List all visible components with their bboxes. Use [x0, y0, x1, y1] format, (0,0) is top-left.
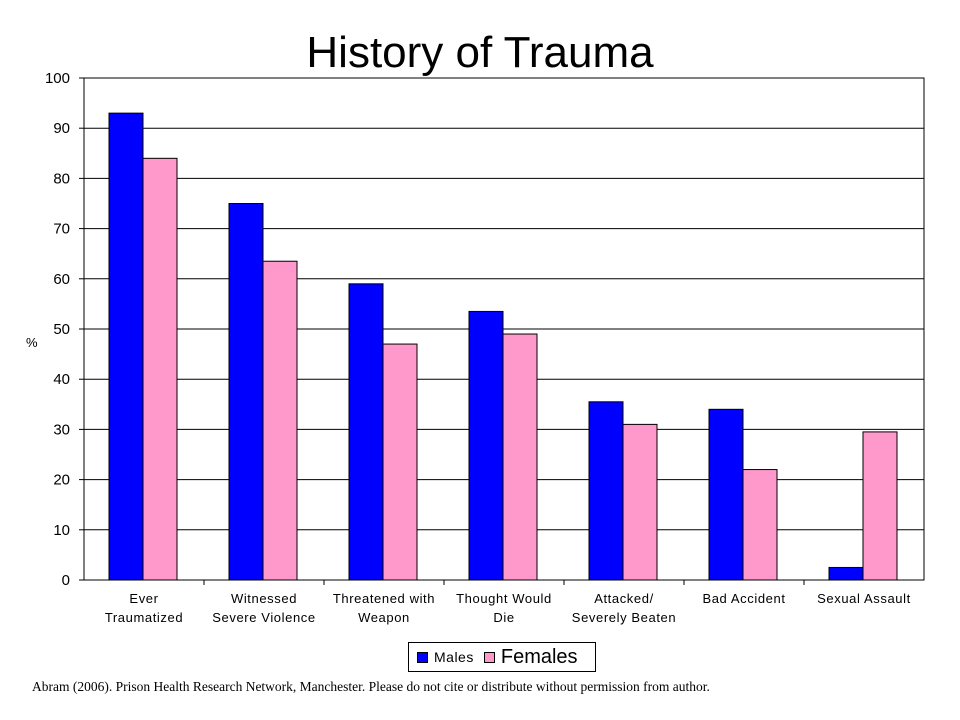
- y-tick-label: 0: [62, 572, 70, 589]
- bar-males-5: [708, 408, 744, 581]
- y-tick-label: 20: [53, 472, 70, 489]
- bar-females-3: [502, 333, 538, 581]
- bar-females-1: [262, 260, 298, 581]
- x-tick-label: Thought Would: [456, 591, 552, 606]
- y-tick-label: 90: [53, 120, 70, 137]
- x-tick-label: Severely Beaten: [572, 610, 676, 625]
- x-tick-label: Traumatized: [105, 610, 183, 625]
- y-tick-label: 30: [53, 421, 70, 438]
- x-tick-label: Attacked/: [594, 591, 654, 606]
- x-tick-label: Witnessed: [231, 591, 297, 606]
- bar-females-0: [142, 157, 178, 581]
- legend-label-females: Females: [500, 645, 578, 668]
- chart-title: History of Trauma: [306, 28, 654, 77]
- legend-item-males: Males: [417, 649, 474, 665]
- legend-swatch-males: [417, 651, 428, 663]
- bar-females-5: [742, 469, 778, 581]
- y-tick-label: 70: [53, 221, 70, 238]
- y-tick-label: 80: [53, 170, 70, 187]
- bar-males-6: [828, 566, 864, 581]
- y-tick-label: 50: [53, 321, 70, 338]
- bar-males-3: [468, 310, 504, 581]
- x-tick-label: Sexual Assault: [817, 591, 911, 606]
- bar-males-0: [108, 112, 144, 581]
- bar-males-1: [228, 203, 264, 581]
- x-tick-label: Weapon: [358, 610, 410, 625]
- x-tick-label: Die: [493, 610, 514, 625]
- bar-females-4: [622, 423, 658, 581]
- y-tick-label: 10: [53, 522, 70, 539]
- legend-label-males: Males: [434, 649, 474, 665]
- bar-males-4: [588, 401, 624, 581]
- footer-citation: Abram (2006). Prison Health Research Net…: [32, 679, 710, 694]
- bar-females-2: [382, 343, 418, 581]
- x-tick-label: Bad Accident: [702, 591, 785, 606]
- y-tick-label: 40: [53, 371, 70, 388]
- x-tick-label: Threatened with: [333, 591, 435, 606]
- x-tick-label: Severe Violence: [212, 610, 315, 625]
- bar-males-2: [348, 283, 384, 581]
- y-tick-label: 100: [45, 70, 70, 87]
- legend-swatch-females: [483, 651, 495, 663]
- legend: Males Females: [408, 642, 596, 672]
- y-axis-label: %: [26, 335, 38, 350]
- y-tick-label: 60: [53, 271, 70, 288]
- legend-item-females: Females: [483, 645, 578, 669]
- bar-females-6: [862, 431, 898, 581]
- x-tick-label: Ever: [129, 591, 158, 606]
